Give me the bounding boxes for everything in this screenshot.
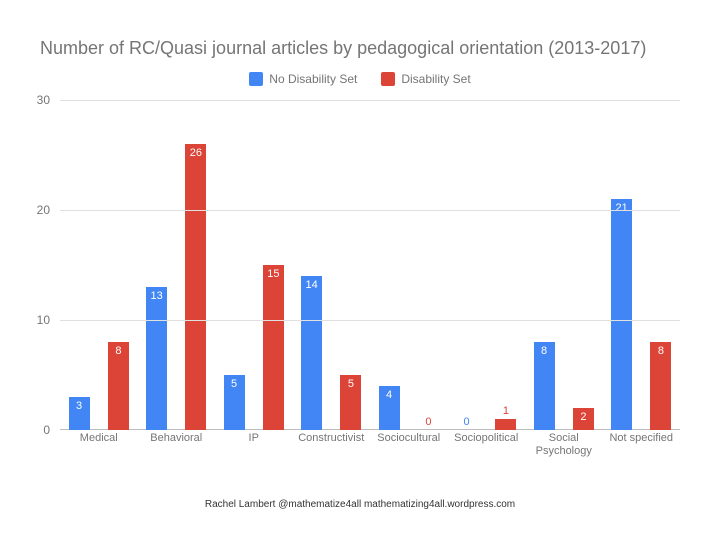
bar-value-label: 4: [386, 389, 392, 401]
bar-value-label: 8: [658, 345, 664, 357]
plot-area: 381326515145400182218 0102030: [60, 100, 680, 430]
bar: 15: [263, 265, 284, 430]
x-axis-labels: MedicalBehavioralIPConstructivistSociocu…: [60, 432, 680, 472]
bar-value-label: 5: [348, 378, 354, 390]
y-tick-label: 0: [43, 423, 60, 437]
bar: 14: [301, 276, 322, 430]
y-tick-label: 30: [37, 93, 60, 107]
bar: 4: [379, 386, 400, 430]
bar: 8: [650, 342, 671, 430]
bar-value-label: 21: [615, 202, 627, 214]
legend-item-0: No Disability Set: [249, 72, 357, 86]
chart-title: Number of RC/Quasi journal articles by p…: [40, 38, 680, 59]
x-tick-label: IP: [215, 432, 293, 445]
legend: No Disability Set Disability Set: [0, 72, 720, 86]
bar-value-label: 14: [305, 279, 317, 291]
x-tick-label: Medical: [60, 432, 138, 445]
x-tick-label: Constructivist: [293, 432, 371, 445]
attribution: Rachel Lambert @mathematize4all mathemat…: [0, 499, 720, 510]
bar: 3: [69, 397, 90, 430]
x-tick-label: Sociopolitical: [448, 432, 526, 445]
bar-value-label: 13: [150, 290, 162, 302]
legend-swatch-1: [381, 72, 395, 86]
bar: 5: [224, 375, 245, 430]
legend-item-1: Disability Set: [381, 72, 470, 86]
bar: 21: [611, 199, 632, 430]
legend-swatch-0: [249, 72, 263, 86]
gridline: [60, 320, 680, 321]
x-tick-label: Behavioral: [138, 432, 216, 445]
bar-value-label: 2: [580, 411, 586, 423]
bar-value-label: 15: [267, 268, 279, 280]
legend-label-1: Disability Set: [401, 72, 470, 86]
x-tick-label: Not specified: [603, 432, 681, 445]
y-tick-label: 10: [37, 313, 60, 327]
bars-layer: 3 8 13 26 5 15 14 5 4 0 0 1 8 2 21 8: [60, 100, 680, 430]
bar-value-label: 0: [425, 416, 431, 428]
bar-value-label: 3: [76, 400, 82, 412]
bar: 5: [340, 375, 361, 430]
bar: 8: [534, 342, 555, 430]
x-tick-label: Social Psychology: [525, 432, 603, 458]
legend-label-0: No Disability Set: [269, 72, 357, 86]
bar: 1: [495, 419, 516, 430]
bar: 2: [573, 408, 594, 430]
bar: 8: [108, 342, 129, 430]
y-tick-label: 20: [37, 203, 60, 217]
bar-value-label: 26: [190, 147, 202, 159]
bar-value-label: 0: [464, 416, 470, 428]
chart-container: Number of RC/Quasi journal articles by p…: [0, 0, 720, 540]
gridline: [60, 100, 680, 101]
bar-value-label: 8: [541, 345, 547, 357]
bar: 13: [146, 287, 167, 430]
bar-value-label: 5: [231, 378, 237, 390]
bar: 26: [185, 144, 206, 430]
bar-value-label: 8: [115, 345, 121, 357]
bar-value-label: 1: [503, 405, 509, 417]
x-tick-label: Sociocultural: [370, 432, 448, 445]
gridline: [60, 210, 680, 211]
